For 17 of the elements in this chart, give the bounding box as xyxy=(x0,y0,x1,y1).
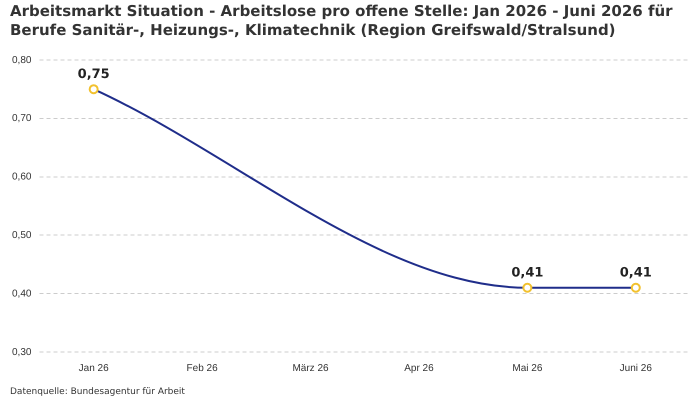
y-tick-label: 0,40 xyxy=(12,288,32,300)
data-label: 0,41 xyxy=(620,266,652,281)
y-tick-label: 0,80 xyxy=(12,54,32,66)
text: Datenquelle: Bundesagentur für Arbeit xyxy=(10,387,185,397)
y-tick-label: 0,70 xyxy=(12,113,32,124)
y-tick-label: 0,30 xyxy=(12,346,32,358)
y-tick-label: 0,60 xyxy=(12,172,32,183)
chart-title: Arbeitsmarkt Situation - Arbeitslose pro offene Stelle: Jan 2026 - Juni 2026 für Berufe Sanitär-, Heizungs-, Klimatechnik (Region Greifswald/Stralsund) xyxy=(10,2,674,40)
data-label: 0,75 xyxy=(78,67,110,82)
x-tick-label: März 26 xyxy=(292,362,330,374)
x-tick-label: Feb 26 xyxy=(186,362,218,374)
x-tick-label: Jan 26 xyxy=(78,362,110,374)
x-tick-label: Mai 26 xyxy=(512,362,543,374)
y-tick-label: 0,50 xyxy=(12,230,32,241)
x-tick-label: Apr 26 xyxy=(404,362,434,374)
data-label: 0,41 xyxy=(511,266,544,281)
x-tick-label: Juni 26 xyxy=(620,362,652,374)
